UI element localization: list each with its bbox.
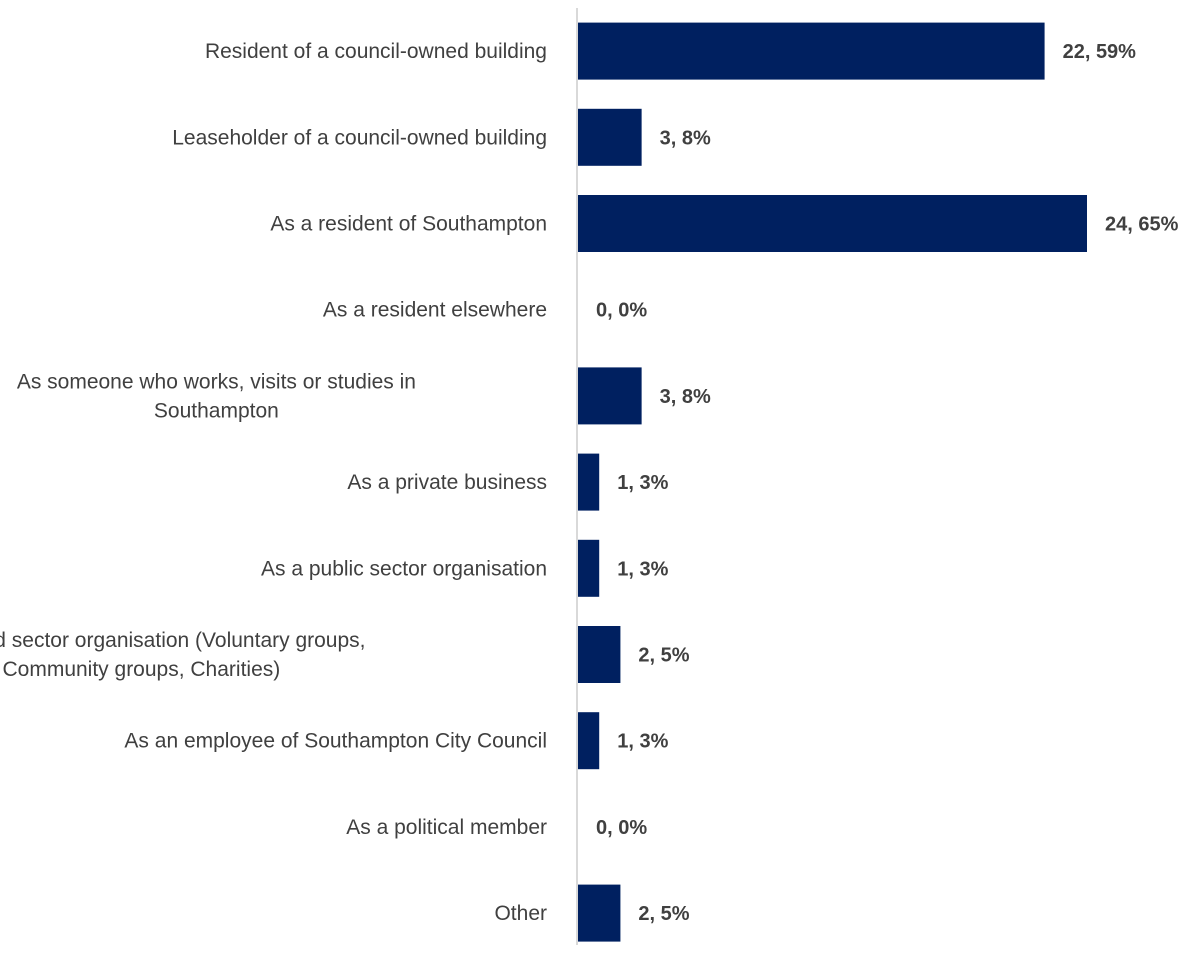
category-label: As a resident of Southampton [270, 213, 547, 236]
category-label-line: As a political member [346, 816, 547, 839]
bar [578, 712, 600, 770]
data-label: 24, 65% [1105, 214, 1179, 236]
data-label: 3, 8% [660, 386, 711, 408]
bar [578, 539, 600, 597]
bar [578, 22, 1045, 80]
category-label-line: As a third sector organisation (Voluntar… [0, 629, 365, 652]
data-label: 2, 5% [638, 645, 689, 667]
bar [578, 108, 642, 166]
data-label: 3, 8% [660, 127, 711, 149]
category-label-line: Community groups, Charities) [2, 658, 280, 681]
data-label: 0, 0% [596, 817, 647, 839]
bar [578, 195, 1087, 252]
data-label: 1, 3% [617, 731, 668, 753]
category-label-line: Other [494, 902, 547, 925]
bar [578, 453, 600, 511]
category-label-line: As a private business [347, 471, 547, 494]
category-label: As someone who works, visits or studies … [17, 370, 416, 422]
category-label-line: Leaseholder of a council-owned building [172, 126, 547, 149]
category-label: As a private business [347, 471, 547, 494]
data-label: 22, 59% [1063, 41, 1137, 63]
bar [578, 626, 621, 683]
category-label-line: Resident of a council-owned building [205, 40, 547, 63]
category-label: As a resident elsewhere [323, 299, 547, 322]
category-label: Other [494, 902, 547, 925]
category-label-line: As a public sector organisation [261, 557, 547, 580]
data-label: 0, 0% [596, 300, 647, 322]
category-label-line: As a resident of Southampton [270, 213, 547, 236]
category-label-line: As an employee of Southampton City Counc… [124, 730, 547, 753]
category-label: As an employee of Southampton City Counc… [124, 730, 547, 753]
category-label: As a political member [346, 816, 547, 839]
category-label-line: As a resident elsewhere [323, 299, 547, 322]
data-label: 1, 3% [617, 558, 668, 580]
bar [578, 367, 642, 425]
category-label: As a public sector organisation [261, 557, 547, 580]
category-label: Leaseholder of a council-owned building [172, 126, 547, 149]
category-label: As a third sector organisation (Voluntar… [0, 629, 365, 681]
category-label: Resident of a council-owned building [205, 40, 547, 63]
data-label: 2, 5% [638, 903, 689, 925]
category-label-line: As someone who works, visits or studies … [17, 370, 416, 393]
category-label-line: Southampton [154, 399, 279, 422]
data-label: 1, 3% [617, 472, 668, 494]
bar [578, 884, 621, 942]
